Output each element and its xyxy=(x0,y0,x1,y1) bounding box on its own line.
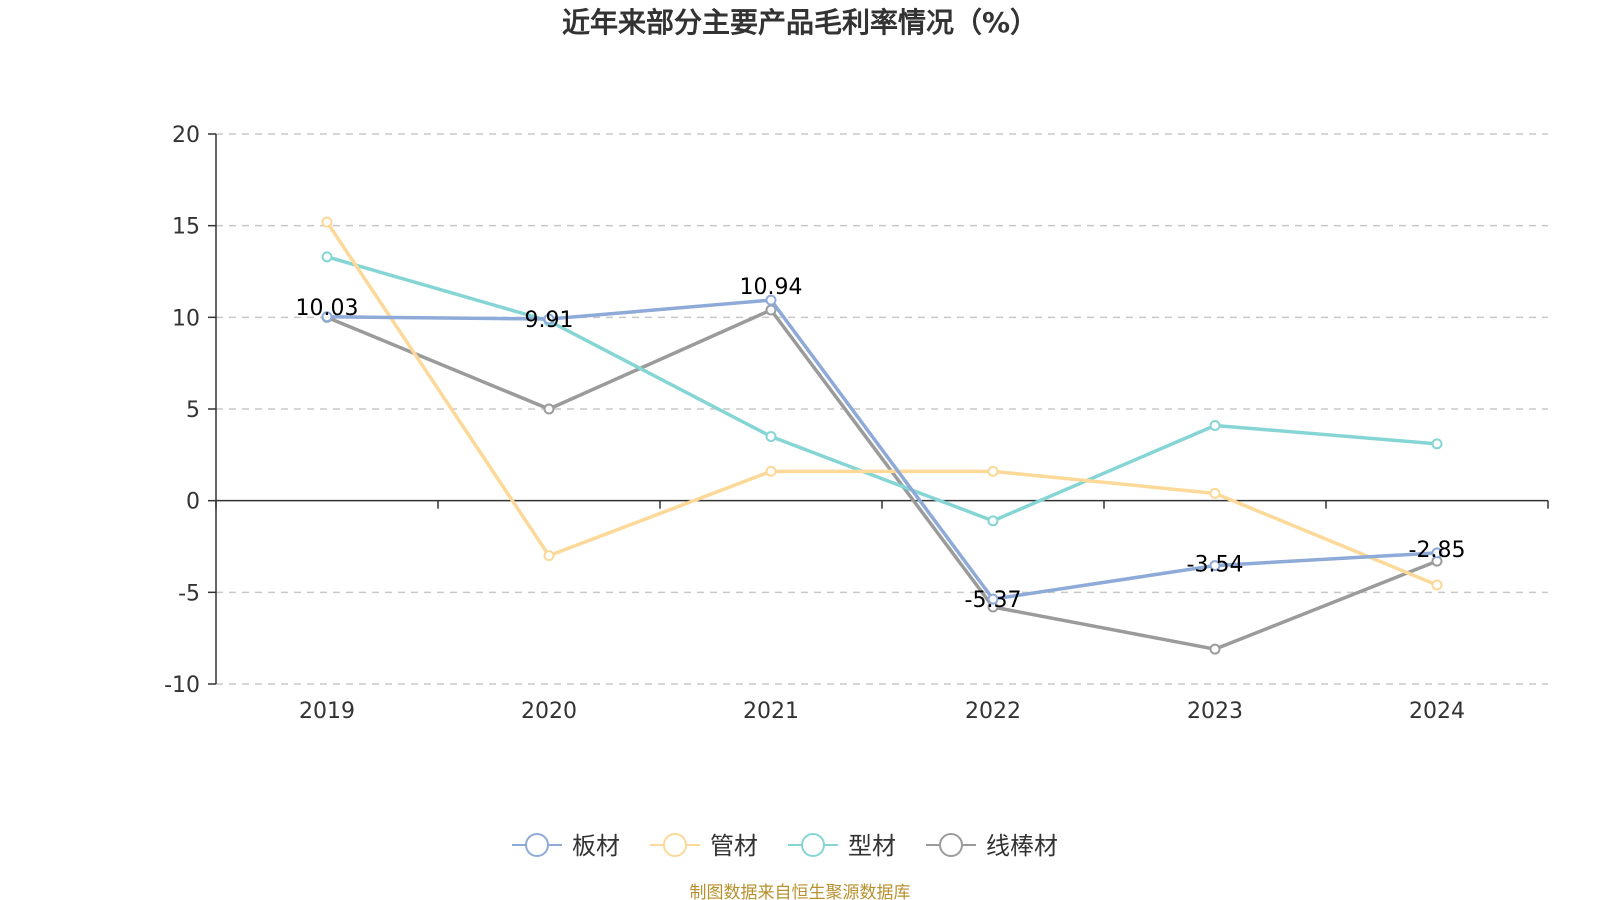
legend-label: 型材 xyxy=(848,832,896,860)
y-tick-label: 20 xyxy=(172,123,200,148)
y-tick-label: 15 xyxy=(172,215,200,240)
data-label: 9.91 xyxy=(525,308,574,333)
legend-marker-icon xyxy=(663,833,687,857)
x-tick-label: 2023 xyxy=(1187,699,1243,724)
x-tick-label: 2020 xyxy=(521,699,577,724)
legend-marker-icon xyxy=(525,833,549,857)
legend-label: 管材 xyxy=(710,832,758,860)
legend: 板材 管材 型材 线棒材 xyxy=(512,832,1058,860)
data-point xyxy=(987,515,999,527)
data-point xyxy=(765,294,777,306)
data-point xyxy=(321,251,333,263)
data-point xyxy=(543,313,555,325)
series-lines xyxy=(321,216,1443,655)
data-point xyxy=(321,216,333,228)
chart-title: 近年来部分主要产品毛利率情况（%） xyxy=(562,6,1038,39)
data-point xyxy=(1209,420,1221,431)
data-label: -5.37 xyxy=(965,588,1022,613)
legend-label: 板材 xyxy=(572,832,620,860)
data-point xyxy=(1431,438,1443,450)
series-line-2 xyxy=(326,255,1438,523)
x-tick-label: 2022 xyxy=(965,699,1021,724)
legend-marker-icon xyxy=(801,833,825,857)
data-point xyxy=(543,550,555,562)
data-point xyxy=(321,311,333,323)
axes: 20 15 10 5 0 -5 -10 2019 2020 2021 2022 2023 2024 xyxy=(164,123,1549,724)
data-point xyxy=(987,465,999,477)
source-note: 制图数据来自恒生聚源数据库 xyxy=(690,883,911,900)
legend-item-0[interactable]: 板材 xyxy=(512,832,620,860)
grid-lines xyxy=(216,133,1548,685)
series-line-0 xyxy=(326,298,1438,601)
data-point xyxy=(1209,643,1221,655)
data-point xyxy=(765,465,777,477)
y-tick-label: 10 xyxy=(172,306,200,331)
legend-item-3[interactable]: 线棒材 xyxy=(926,832,1058,860)
data-point xyxy=(543,403,555,415)
data-point xyxy=(765,431,777,442)
data-point xyxy=(987,593,999,605)
data-label: 10.94 xyxy=(740,275,803,300)
legend-item-2[interactable]: 型材 xyxy=(788,832,896,860)
x-tick-label: 2019 xyxy=(299,699,355,724)
legend-item-1[interactable]: 管材 xyxy=(650,832,758,860)
data-label: -3.54 xyxy=(1187,553,1244,578)
data-point xyxy=(1431,579,1443,591)
series-line-1 xyxy=(325,221,1438,587)
x-tick-label: 2021 xyxy=(743,699,799,724)
y-tick-label: -10 xyxy=(164,673,200,698)
y-tick-label: 5 xyxy=(186,398,200,423)
data-point xyxy=(1209,560,1221,572)
data-label: 10.03 xyxy=(296,296,359,321)
data-label: -2.85 xyxy=(1409,538,1466,563)
data-point xyxy=(1431,547,1443,559)
data-point xyxy=(1209,487,1221,499)
legend-marker-icon xyxy=(939,833,963,857)
data-labels: 10.03 9.91 10.94 -5.37 -3.54 -2.85 xyxy=(296,275,1466,613)
y-tick-label: -5 xyxy=(178,581,200,606)
y-tick-label: 0 xyxy=(186,490,200,515)
x-tick-label: 2024 xyxy=(1409,699,1465,724)
legend-label: 线棒材 xyxy=(986,832,1058,860)
series-line-3 xyxy=(326,308,1438,651)
